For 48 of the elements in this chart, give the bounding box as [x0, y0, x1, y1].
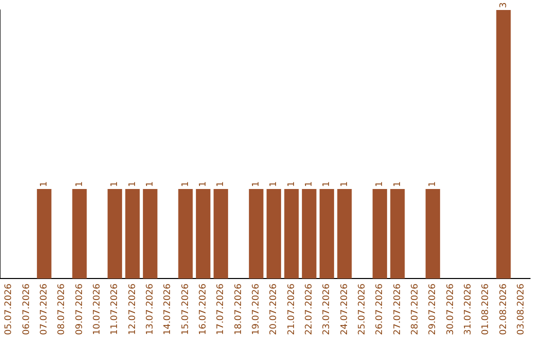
x-tick-label: 31.07.2026 [464, 283, 474, 335]
x-tick-label: 28.07.2026 [410, 283, 421, 335]
x-tick-label: 30.07.2026 [446, 283, 456, 335]
data-label: 1 [40, 181, 50, 187]
data-label: 1 [216, 181, 226, 187]
x-tick-label: 17.07.2026 [216, 283, 226, 335]
x-tick-label: 01.08.2026 [481, 283, 492, 335]
x-tick-label: 05.07.2026 [4, 283, 14, 335]
data-label: 3 [498, 2, 509, 8]
x-tick-label: 12.07.2026 [128, 283, 138, 335]
x-tick-label: 25.07.2026 [358, 283, 368, 335]
data-label: 1 [146, 181, 156, 187]
x-tick-label: 06.07.2026 [22, 283, 32, 335]
x-tick-label: 19.07.2026 [252, 283, 262, 335]
data-label: 1 [74, 181, 85, 187]
x-tick-label: 08.07.2026 [57, 283, 68, 335]
x-tick-label: 03.08.2026 [516, 283, 527, 335]
x-tick-label: 24.07.2026 [340, 283, 350, 335]
data-label: 1 [110, 181, 120, 187]
x-tick-label: 02.08.2026 [498, 283, 509, 335]
data-label: 1 [392, 181, 403, 187]
data-label: 1 [269, 181, 280, 187]
x-tick-label: 26.07.2026 [375, 283, 386, 335]
data-label: 1 [198, 181, 209, 187]
data-label: 1 [375, 181, 386, 187]
x-tick-label: 07.07.2026 [40, 283, 50, 335]
x-tick-label: 18.07.2026 [234, 283, 244, 335]
x-tick-label: 15.07.2026 [180, 283, 191, 335]
x-tick-label: 09.07.2026 [74, 283, 85, 335]
x-tick-label: 10.07.2026 [92, 283, 103, 335]
data-label: 1 [304, 181, 315, 187]
data-label: 1 [428, 181, 438, 187]
x-tick-label: 21.07.2026 [286, 283, 297, 335]
x-tick-label: 14.07.2026 [163, 283, 174, 335]
data-label: 1 [252, 181, 262, 187]
x-tick-label: 20.07.2026 [269, 283, 280, 335]
data-label: 1 [180, 181, 191, 187]
x-tick-label: 29.07.2026 [428, 283, 438, 335]
x-tick-label: 27.07.2026 [392, 283, 403, 335]
x-tick-label: 23.07.2026 [322, 283, 332, 335]
data-label: 1 [340, 181, 350, 187]
data-label: 1 [128, 181, 138, 187]
x-tick-label: 22.07.2026 [304, 283, 315, 335]
data-label: 1 [286, 181, 297, 187]
data-label: 1 [322, 181, 332, 187]
x-tick-label: 16.07.2026 [198, 283, 209, 335]
x-tick-label: 13.07.2026 [146, 283, 156, 335]
x-tick-label: 11.07.2026 [110, 283, 120, 335]
